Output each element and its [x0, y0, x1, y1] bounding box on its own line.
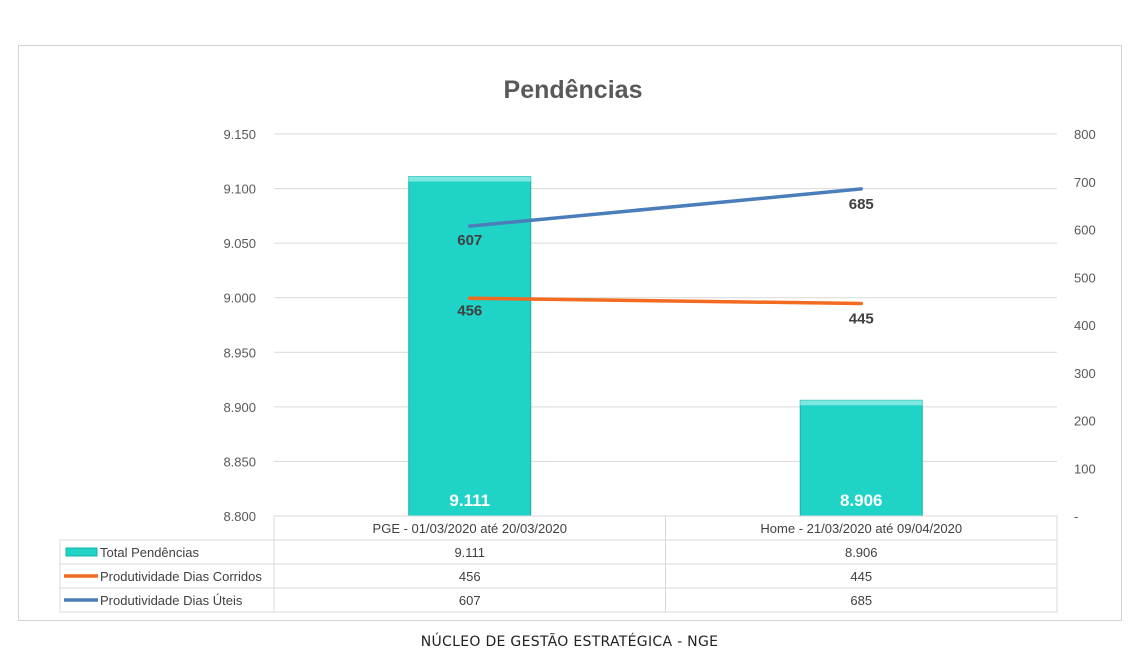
y2-axis-tick-label: 800	[1074, 127, 1096, 142]
table-cell-value: 607	[459, 593, 481, 608]
y2-axis-tick-label: 400	[1074, 318, 1096, 333]
bar-total-pendencias	[799, 399, 923, 517]
series-line	[468, 187, 863, 228]
combo-chart: Pendências 8.800 8.850 8.900 8.950 9.000 9.050…	[59, 76, 1096, 613]
table-row	[59, 539, 1058, 565]
y2-axis-tick-label: 100	[1074, 461, 1096, 476]
line-data-label: 456	[457, 302, 482, 319]
legend-label: Produtividade Dias Úteis	[100, 593, 243, 608]
line-data-label: 607	[457, 232, 482, 249]
y-axis-tick-label: 9.150	[223, 127, 256, 142]
chart-frame	[18, 45, 1122, 621]
table-cell-value: 685	[850, 593, 872, 608]
table-cell-value: 9.111	[454, 545, 485, 560]
y2-axis-tick-label: 500	[1074, 270, 1096, 285]
line-data-label: 445	[849, 311, 874, 328]
category-label: Home - 21/03/2020 até 09/04/2020	[760, 521, 962, 536]
bar-data-label: 8.906	[840, 491, 883, 510]
y-axis-tick-label: 9.050	[223, 236, 256, 251]
legend-label: Produtividade Dias Corridos	[100, 569, 262, 584]
table-cell-value: 445	[850, 569, 872, 584]
y-axis-tick-label: 8.900	[223, 400, 256, 415]
y-axis-tick-label: 8.850	[223, 454, 256, 469]
category-label: PGE - 01/03/2020 até 20/03/2020	[373, 521, 567, 536]
line-data-label: 685	[849, 196, 874, 213]
y-axis-tick-label: 8.950	[223, 345, 256, 360]
y-axis-tick-label: 8.800	[223, 509, 256, 524]
legend-key-bar	[65, 547, 98, 557]
chart-title: Pendências	[504, 76, 643, 104]
bar-data-label: 9.111	[449, 491, 490, 510]
legend-label: Total Pendências	[100, 545, 200, 560]
y-axis-tick-label: 9.100	[223, 182, 256, 197]
y-axis-tick-label: 9.000	[223, 291, 256, 306]
table-cell-value: 456	[459, 569, 481, 584]
y2-axis-tick-label: -	[1074, 509, 1078, 524]
y2-axis-tick-label: 700	[1074, 175, 1096, 190]
y2-axis-tick-label: 300	[1074, 366, 1096, 381]
table-row	[59, 587, 1058, 613]
footer-text: NÚCLEO DE GESTÃO ESTRATÉGICA - NGE	[420, 634, 719, 650]
y2-axis-tick-label: 200	[1074, 414, 1096, 429]
bar-total-pendencias	[408, 176, 532, 517]
bar-top-highlight	[800, 400, 923, 406]
y2-axis-tick-label: 600	[1074, 223, 1096, 238]
bar-top-highlight	[408, 176, 531, 182]
series-line	[468, 296, 863, 306]
table-cell-value: 8.906	[845, 545, 878, 560]
